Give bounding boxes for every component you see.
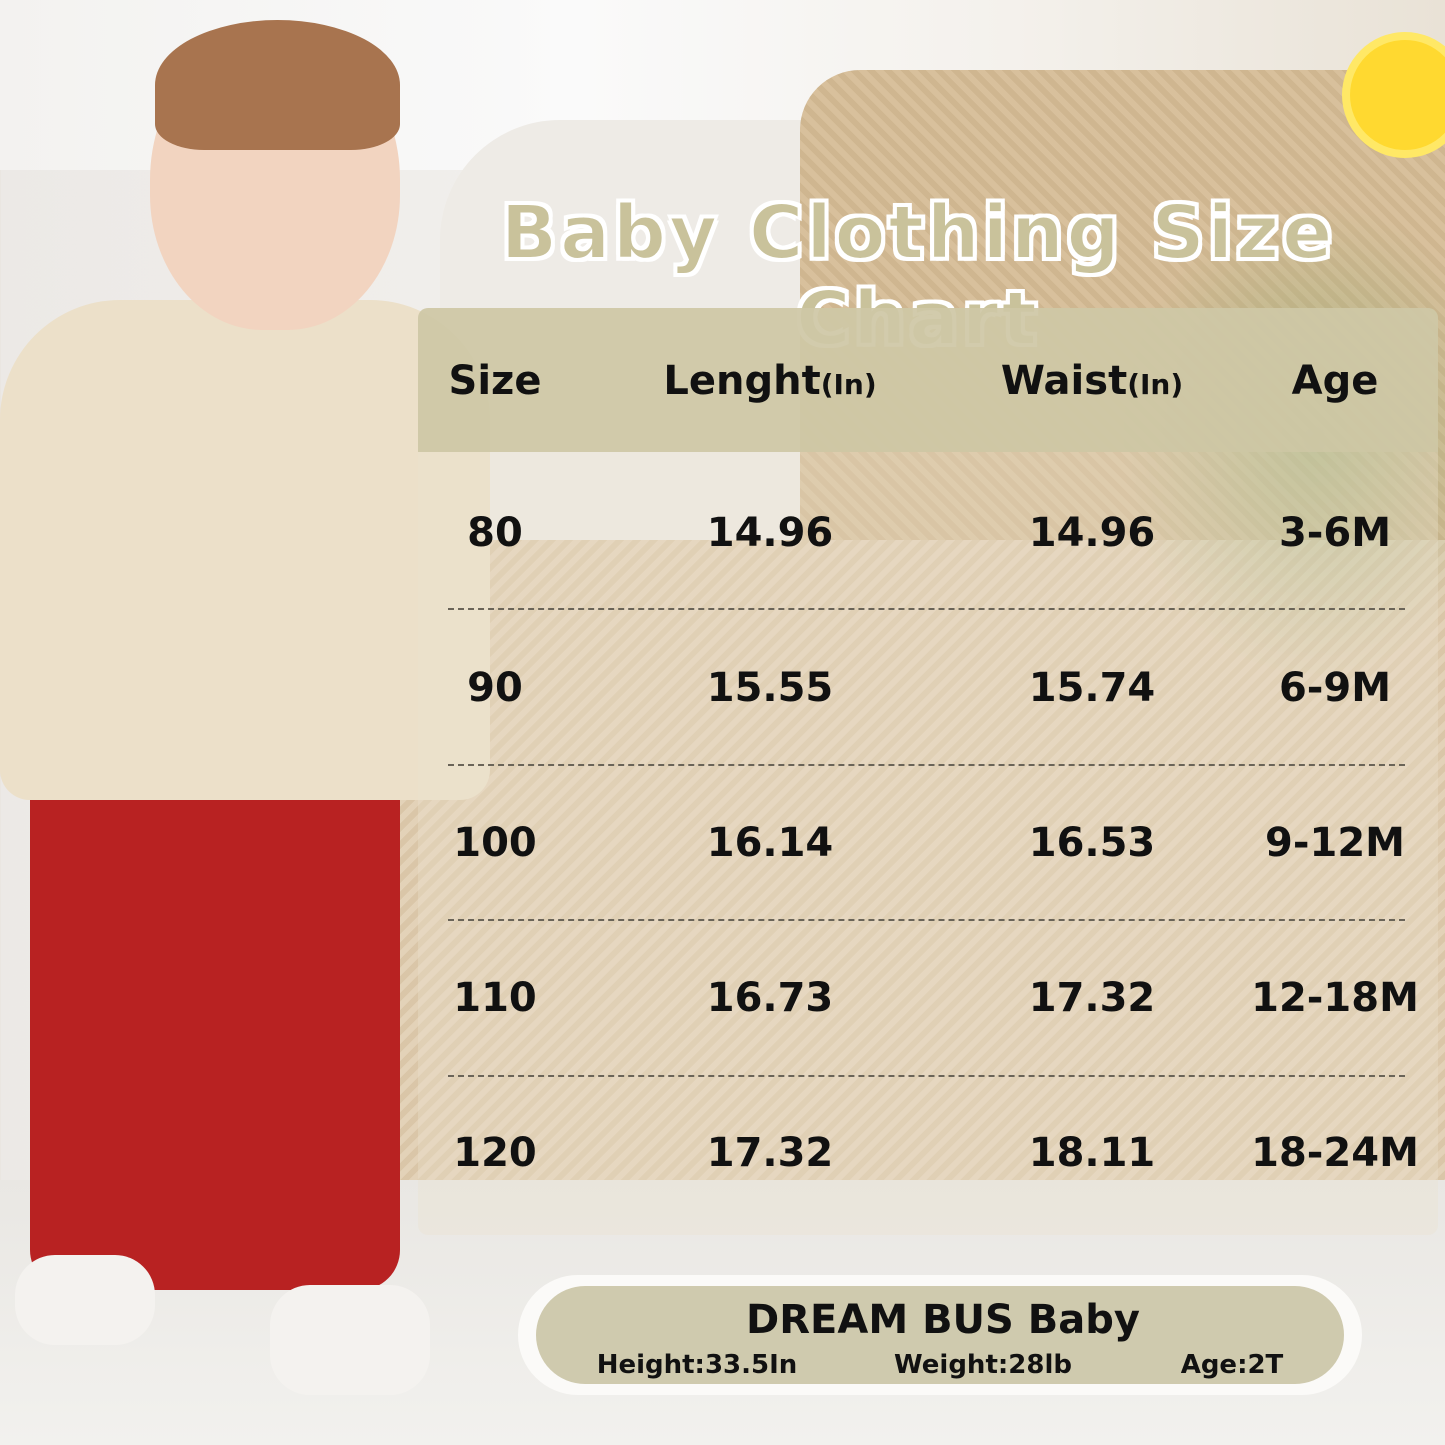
cell-size: 100 xyxy=(453,820,537,866)
cell-waist: 18.11 xyxy=(1028,1130,1156,1176)
cell-size: 110 xyxy=(453,975,537,1021)
row-divider xyxy=(448,608,1405,610)
model-height: Height:33.5In xyxy=(596,1350,798,1380)
cell-age: 6-9M xyxy=(1278,665,1392,711)
cell-waist: 17.32 xyxy=(1028,975,1156,1021)
cell-waist: 14.96 xyxy=(1028,510,1156,556)
cell-age: 12-18M xyxy=(1251,975,1419,1021)
sun-icon xyxy=(1350,40,1445,150)
cell-waist: 16.53 xyxy=(1028,820,1156,866)
size-table-header xyxy=(418,308,1438,452)
model-age: Age:2T xyxy=(1180,1350,1284,1380)
header-length: Lenght(In) xyxy=(663,358,876,404)
row-divider xyxy=(448,1074,1405,1077)
header-label: Lenght xyxy=(663,358,821,404)
header-unit: (In) xyxy=(1127,368,1184,401)
size-table-panel xyxy=(418,308,1438,1235)
header-label: Waist xyxy=(1000,358,1128,404)
row-divider xyxy=(448,919,1405,921)
header-label: Age xyxy=(1291,358,1379,404)
cell-size: 120 xyxy=(453,1130,537,1176)
cell-age: 3-6M xyxy=(1278,510,1392,556)
baby-hair xyxy=(155,20,400,150)
baby-red-pants xyxy=(30,770,400,1290)
baby-shoe-right xyxy=(270,1285,430,1395)
cell-age: 18-24M xyxy=(1251,1130,1419,1176)
model-info-pill-inner xyxy=(536,1286,1344,1384)
cell-age: 9-12M xyxy=(1265,820,1405,866)
model-brand: DREAM BUS Baby xyxy=(746,1297,1140,1343)
cell-size: 80 xyxy=(467,510,523,556)
baby-shoe-left xyxy=(15,1255,155,1345)
header-size: Size xyxy=(449,358,542,404)
cell-length: 15.55 xyxy=(706,665,834,711)
cell-length: 16.73 xyxy=(706,975,834,1021)
header-label: Size xyxy=(448,358,542,404)
cell-waist: 15.74 xyxy=(1028,665,1156,711)
cell-length: 14.96 xyxy=(706,510,834,556)
baby-knit-cardigan xyxy=(0,300,490,800)
model-weight: Weight:28lb xyxy=(894,1350,1072,1380)
row-divider xyxy=(448,763,1405,766)
header-age: Age xyxy=(1292,358,1379,404)
header-unit: (In) xyxy=(820,368,877,401)
cell-length: 16.14 xyxy=(706,820,834,866)
cell-length: 17.32 xyxy=(706,1130,834,1176)
cell-size: 90 xyxy=(467,665,523,711)
header-waist: Waist(In) xyxy=(1001,358,1183,404)
